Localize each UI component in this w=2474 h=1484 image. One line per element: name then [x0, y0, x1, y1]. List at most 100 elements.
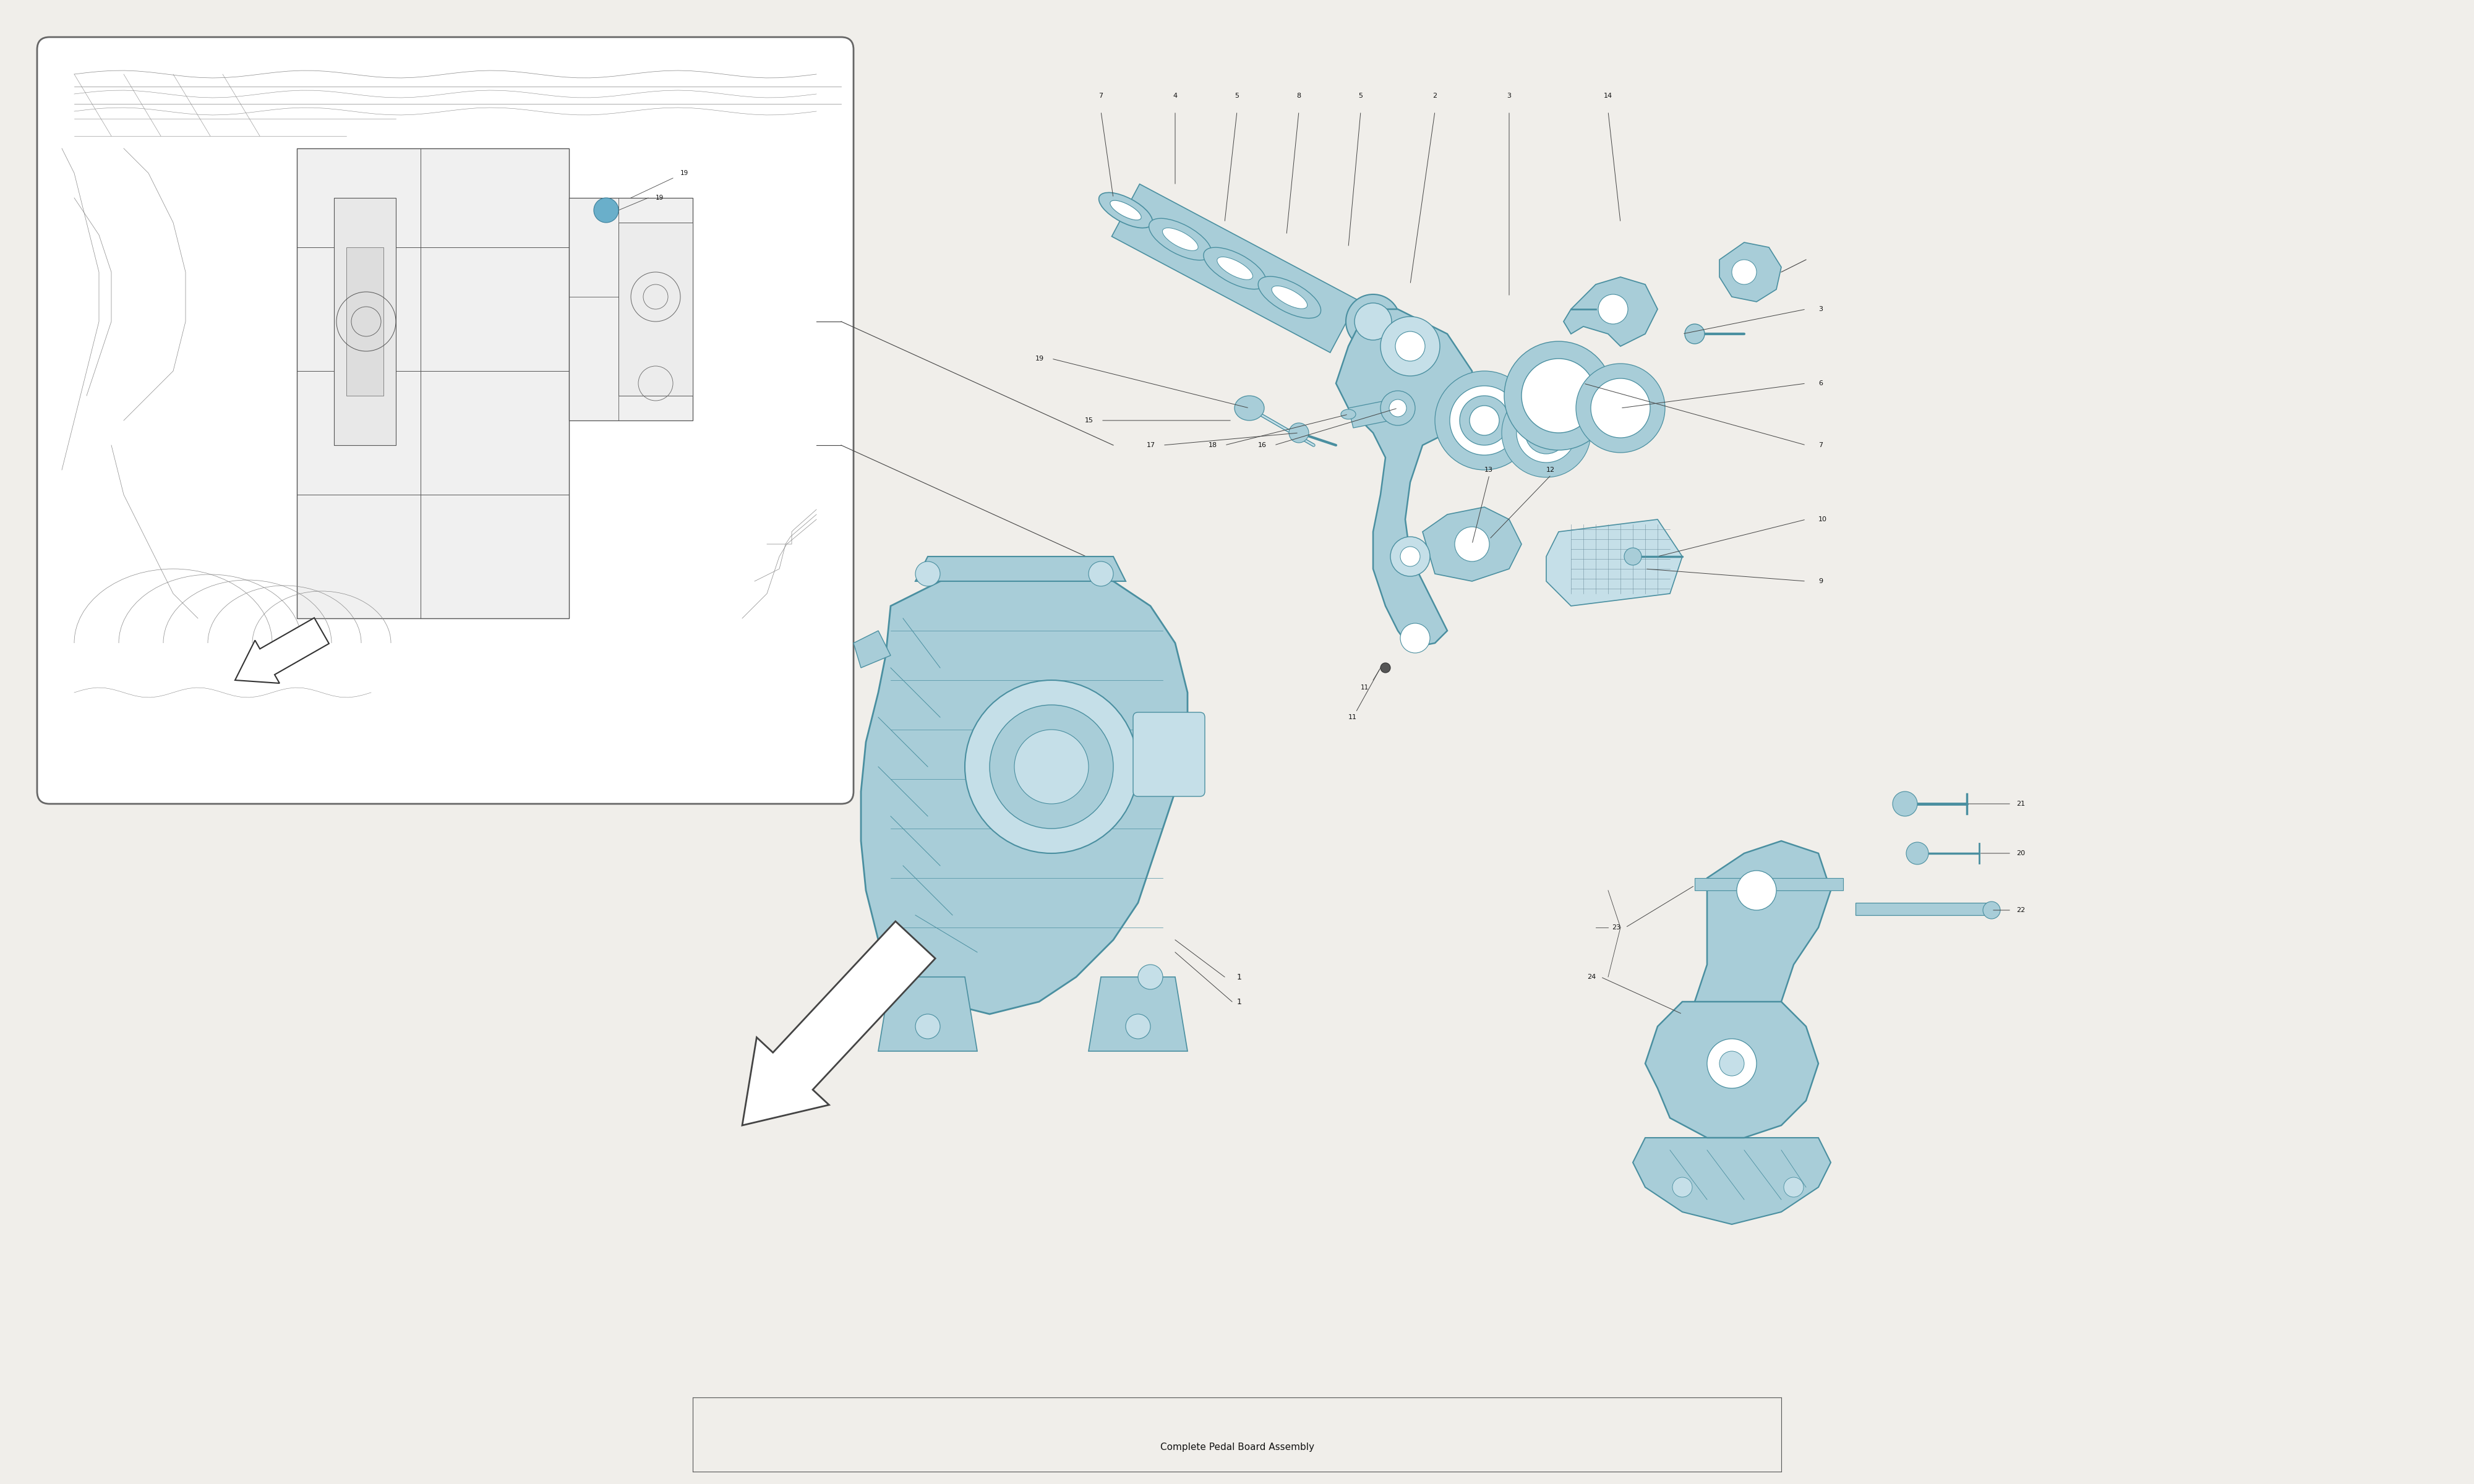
Ellipse shape [1893, 791, 1917, 816]
Circle shape [1400, 546, 1420, 567]
Text: 1: 1 [1237, 997, 1242, 1006]
Polygon shape [854, 631, 891, 668]
Text: 13: 13 [1484, 467, 1494, 473]
Text: 9: 9 [1818, 579, 1823, 585]
Ellipse shape [1202, 248, 1267, 289]
Ellipse shape [1341, 410, 1356, 418]
Text: 23: 23 [1611, 925, 1620, 930]
Ellipse shape [1356, 303, 1390, 340]
Circle shape [1719, 1051, 1744, 1076]
Polygon shape [346, 248, 383, 396]
Circle shape [1450, 386, 1519, 456]
FancyArrow shape [235, 617, 329, 683]
Polygon shape [618, 223, 693, 396]
Text: Complete Pedal Board Assembly: Complete Pedal Board Assembly [1160, 1442, 1314, 1451]
Circle shape [1598, 294, 1628, 324]
Text: 5: 5 [1358, 92, 1363, 99]
Text: 24: 24 [1586, 974, 1596, 979]
Circle shape [1707, 1039, 1757, 1088]
Circle shape [1138, 965, 1163, 990]
Circle shape [1737, 871, 1776, 910]
Circle shape [866, 976, 891, 1002]
Text: 12: 12 [1546, 467, 1556, 473]
Text: 21: 21 [2016, 801, 2026, 807]
Text: 2: 2 [1432, 92, 1437, 99]
Polygon shape [1564, 278, 1658, 346]
Ellipse shape [1235, 396, 1264, 420]
Text: 15: 15 [1084, 417, 1094, 423]
Polygon shape [1645, 1002, 1818, 1138]
Polygon shape [1336, 309, 1472, 649]
Text: 22: 22 [2016, 907, 2026, 913]
Polygon shape [915, 556, 1126, 582]
Text: 3: 3 [1507, 92, 1512, 99]
Ellipse shape [1346, 294, 1400, 349]
Circle shape [1455, 527, 1489, 561]
Polygon shape [1546, 519, 1682, 605]
Text: 3: 3 [1818, 306, 1823, 312]
Circle shape [1672, 1177, 1692, 1198]
Circle shape [915, 561, 940, 586]
Ellipse shape [1148, 218, 1212, 260]
Ellipse shape [1623, 548, 1643, 565]
Circle shape [1517, 404, 1576, 463]
Circle shape [1089, 561, 1113, 586]
FancyBboxPatch shape [1133, 712, 1205, 797]
Text: 19: 19 [656, 194, 663, 200]
Circle shape [1470, 405, 1499, 435]
Polygon shape [1856, 902, 1992, 916]
Circle shape [1591, 378, 1650, 438]
Text: 14: 14 [1603, 92, 1613, 99]
Circle shape [1435, 371, 1534, 470]
Circle shape [1126, 1014, 1150, 1039]
Text: 11: 11 [1361, 684, 1368, 690]
Text: 17: 17 [1145, 442, 1155, 448]
Circle shape [1534, 420, 1559, 445]
Circle shape [1390, 399, 1405, 417]
Ellipse shape [1217, 257, 1252, 279]
Text: 19: 19 [1034, 356, 1044, 362]
Circle shape [1395, 331, 1425, 361]
Text: 5: 5 [1235, 92, 1239, 99]
Polygon shape [861, 568, 1188, 1014]
Circle shape [990, 705, 1113, 828]
Polygon shape [1695, 841, 1831, 1076]
Circle shape [1502, 389, 1591, 478]
Text: 6: 6 [1818, 380, 1823, 386]
Circle shape [1460, 396, 1509, 445]
Text: 10: 10 [1818, 516, 1826, 522]
Text: 7: 7 [1818, 442, 1823, 448]
Ellipse shape [1259, 276, 1321, 318]
Text: 18: 18 [1207, 442, 1217, 448]
Polygon shape [1348, 401, 1390, 427]
Ellipse shape [1984, 901, 1999, 919]
Ellipse shape [1272, 286, 1306, 309]
Polygon shape [1423, 508, 1522, 582]
Circle shape [915, 1014, 940, 1039]
Polygon shape [1633, 1138, 1831, 1224]
Polygon shape [569, 197, 693, 420]
Polygon shape [1719, 242, 1781, 301]
Polygon shape [1695, 879, 1843, 890]
Polygon shape [1111, 184, 1358, 353]
Text: 8: 8 [1296, 92, 1301, 99]
Circle shape [1522, 359, 1596, 433]
Polygon shape [1089, 976, 1188, 1051]
Text: 20: 20 [2016, 850, 2026, 856]
Ellipse shape [1163, 229, 1197, 251]
Ellipse shape [1289, 423, 1309, 442]
Ellipse shape [1111, 200, 1141, 220]
Circle shape [1504, 341, 1613, 450]
Circle shape [1380, 663, 1390, 672]
Circle shape [1380, 390, 1415, 426]
Circle shape [1014, 730, 1089, 804]
Circle shape [1524, 411, 1569, 454]
Circle shape [965, 680, 1138, 853]
Circle shape [1576, 364, 1665, 453]
Polygon shape [334, 197, 396, 445]
FancyBboxPatch shape [37, 37, 854, 804]
Circle shape [594, 197, 618, 223]
Circle shape [1390, 537, 1430, 576]
Text: 16: 16 [1259, 442, 1267, 448]
Circle shape [1784, 1177, 1804, 1198]
